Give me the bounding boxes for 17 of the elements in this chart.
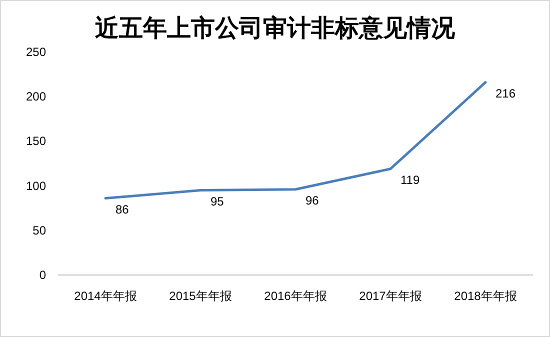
y-tick-label: 0: [39, 268, 46, 282]
x-tick-label: 2016年年报: [264, 289, 327, 303]
data-label: 216: [496, 86, 516, 100]
y-tick-label: 100: [26, 178, 46, 193]
x-tick-label: 2014年年报: [74, 289, 137, 303]
y-tick-label: 250: [26, 45, 46, 59]
y-tick-label: 50: [32, 223, 46, 238]
chart-title: 近五年上市公司审计非标意见情况: [95, 14, 456, 42]
data-label: 95: [210, 194, 224, 208]
y-tick-label: 150: [26, 134, 46, 148]
y-tick-label: 200: [26, 90, 46, 104]
data-label: 96: [306, 193, 320, 208]
x-tick-label: 2018年年报: [454, 289, 517, 303]
x-tick-label: 2017年年报: [359, 289, 422, 303]
data-label: 119: [400, 172, 420, 187]
data-label: 86: [116, 202, 130, 216]
x-tick-label: 2015年年报: [169, 289, 232, 303]
